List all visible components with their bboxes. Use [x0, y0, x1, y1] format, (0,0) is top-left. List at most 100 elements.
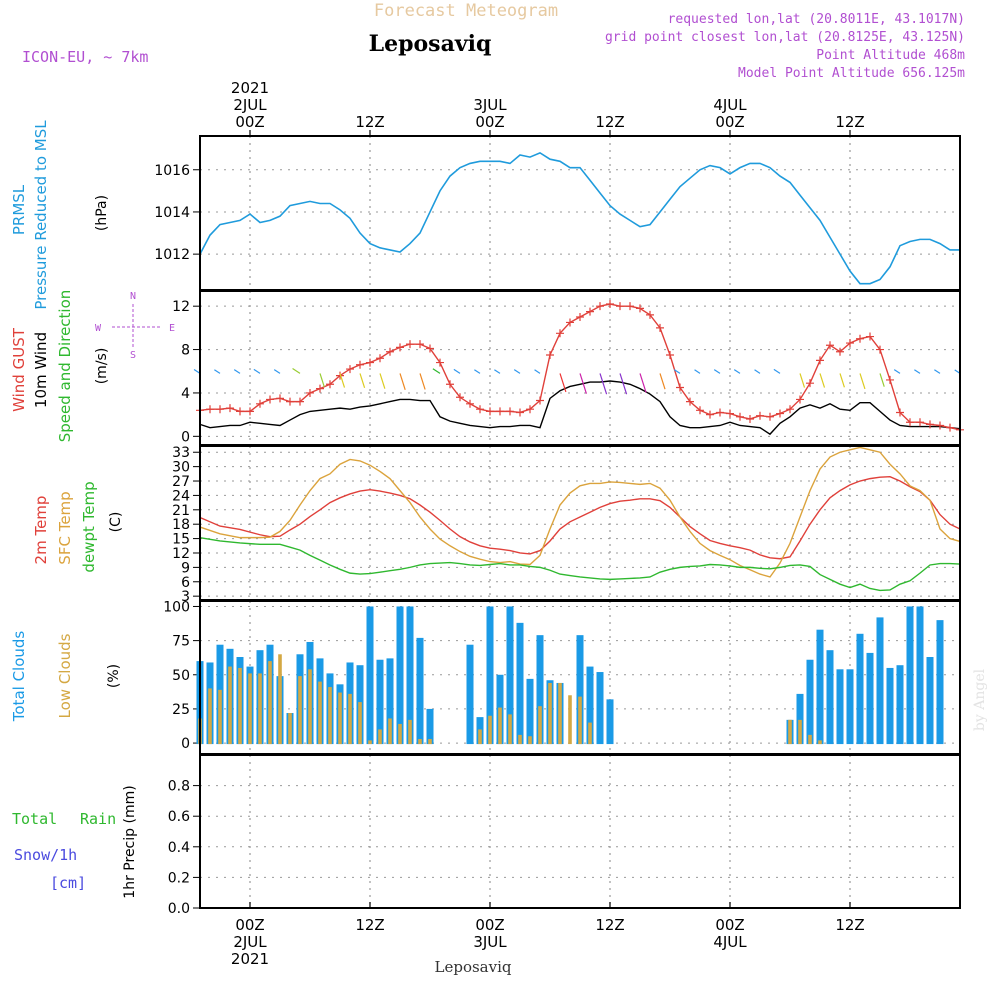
total-cloud-bar	[846, 669, 854, 745]
wind-gust-marker	[206, 405, 214, 414]
wind-gust-marker	[576, 313, 584, 322]
clouds-ytick-label: 25	[172, 702, 190, 718]
total-clouds-label: Total Clouds	[10, 631, 28, 723]
bottom-time-label: 2JUL	[233, 933, 267, 951]
precip-rain-label: Rain	[80, 810, 116, 828]
wind-direction-arrow	[733, 369, 741, 374]
total-cloud-bar	[396, 606, 404, 745]
wind-direction-arrow	[859, 373, 866, 390]
pressure-msl-label: Pressure Reduced to MSL	[32, 120, 50, 310]
low-cloud-bar	[498, 707, 502, 745]
total-cloud-bar	[376, 659, 384, 745]
total-cloud-bar	[586, 666, 594, 745]
total-cloud-bar	[876, 617, 884, 745]
low-cloud-bar	[508, 714, 512, 745]
wind-direction-arrow	[619, 373, 628, 395]
pressure-labels: PRMSL Pressure Reduced to MSL (hPa)	[10, 120, 110, 310]
total-cloud-bar	[816, 629, 824, 745]
total-cloud-bar	[866, 652, 874, 745]
temp-2m-line	[199, 475, 961, 560]
wind-direction-arrow	[579, 373, 587, 394]
wind-direction-arrow	[399, 373, 406, 390]
top-time-label: 00Z	[475, 113, 504, 131]
wind-gust-marker	[306, 388, 314, 397]
total-cloud-bar	[516, 622, 524, 745]
top-time-label: 00Z	[715, 113, 744, 131]
total-cloud-bar	[906, 606, 914, 745]
bottom-time-label: 00Z	[475, 916, 504, 934]
wind-direction-arrow	[914, 369, 921, 374]
pressure-ytick-label: 1014	[154, 205, 190, 221]
top-time-label: 2JUL	[233, 96, 267, 114]
wind-gust-marker	[596, 302, 604, 311]
wind-gust-marker	[266, 395, 274, 404]
wind-direction-arrow	[819, 373, 826, 388]
wind-gust-label: Wind GUST	[10, 327, 28, 412]
wind-gust-marker	[566, 318, 574, 327]
total-cloud-bar	[426, 708, 434, 745]
wind-direction-arrow	[474, 369, 481, 374]
temperature-ytick-label: 24	[172, 488, 190, 504]
temperature-ytick-label: 15	[172, 532, 190, 548]
wind-gust-marker	[916, 418, 924, 427]
model-altitude: Model Point Altitude 656.125m	[738, 66, 965, 81]
cloud-labels: Total Clouds Low Clouds (%)	[10, 631, 122, 723]
low-cloud-bar	[208, 688, 212, 745]
location-title: Leposaviq	[369, 31, 492, 57]
low-cloud-bar	[478, 729, 482, 745]
wind-ytick-label: 12	[172, 299, 190, 315]
total-cloud-bar	[806, 659, 814, 745]
wind-gust-marker	[926, 420, 934, 429]
bottom-time-label: 12Z	[355, 916, 384, 934]
compass-rose: N S W E	[95, 291, 175, 361]
clouds-ytick-label: 75	[172, 634, 190, 650]
wind-direction-arrow	[599, 373, 608, 395]
wind-gust-marker	[646, 310, 654, 319]
clouds-ytick-label: 100	[163, 599, 190, 615]
clouds-ytick-label: 50	[172, 668, 190, 684]
low-cloud-bar	[218, 689, 222, 745]
temperature-ytick-label: 30	[172, 460, 190, 476]
wind-gust-marker	[416, 340, 424, 349]
wind-gust-marker	[766, 412, 774, 421]
bottom-time-label: 12Z	[835, 916, 864, 934]
wind-gust-marker	[236, 407, 244, 416]
wind-gust-marker	[856, 334, 864, 343]
low-cloud-bar	[358, 702, 362, 745]
low-cloud-bar	[578, 696, 582, 745]
wind-gust-marker	[686, 397, 694, 406]
precip-snow-label: Snow/1h	[14, 846, 77, 864]
wind-10m-line	[199, 380, 961, 436]
wind-gust-marker	[396, 343, 404, 352]
pressure-ytick-label: 1016	[154, 163, 190, 179]
low-cloud-bar	[338, 692, 342, 745]
wind-gust-marker	[666, 350, 674, 359]
temperature-ytick-label: 33	[172, 445, 190, 461]
total-cloud-bar	[526, 678, 534, 745]
wind-gust-marker	[466, 399, 474, 408]
total-cloud-bar	[606, 699, 614, 745]
wind-direction-arrow	[799, 373, 806, 388]
compass-s: S	[130, 350, 136, 361]
bottom-time-label: 3JUL	[473, 933, 507, 951]
wind-direction-arrow	[559, 373, 567, 393]
wind-direction-arrow	[273, 369, 281, 374]
wind-gust-marker	[556, 329, 564, 338]
temperature-ytick-label: 6	[181, 575, 190, 591]
wind-gust-marker	[816, 356, 824, 365]
low-cloud-bar	[418, 738, 422, 745]
wind-gust-marker	[406, 340, 414, 349]
wind-gust-marker	[716, 408, 724, 417]
grid-point-coords: grid point closest lon,lat (20.8125E, 43…	[605, 30, 965, 45]
cloud-unit-label: (%)	[106, 664, 122, 688]
point-altitude: Point Altitude 468m	[816, 48, 965, 63]
wind-gust-marker	[546, 350, 554, 359]
low-clouds-label: Low Clouds	[56, 633, 74, 718]
total-cloud-bar	[926, 657, 934, 745]
wind-gust-marker	[296, 397, 304, 406]
wind-direction-arrow	[319, 373, 325, 388]
wind-gust-marker	[906, 418, 914, 427]
wind-gust-marker	[226, 404, 234, 413]
low-cloud-bar	[318, 681, 322, 745]
temp-dewpt-label: dewpt Temp	[80, 481, 98, 572]
